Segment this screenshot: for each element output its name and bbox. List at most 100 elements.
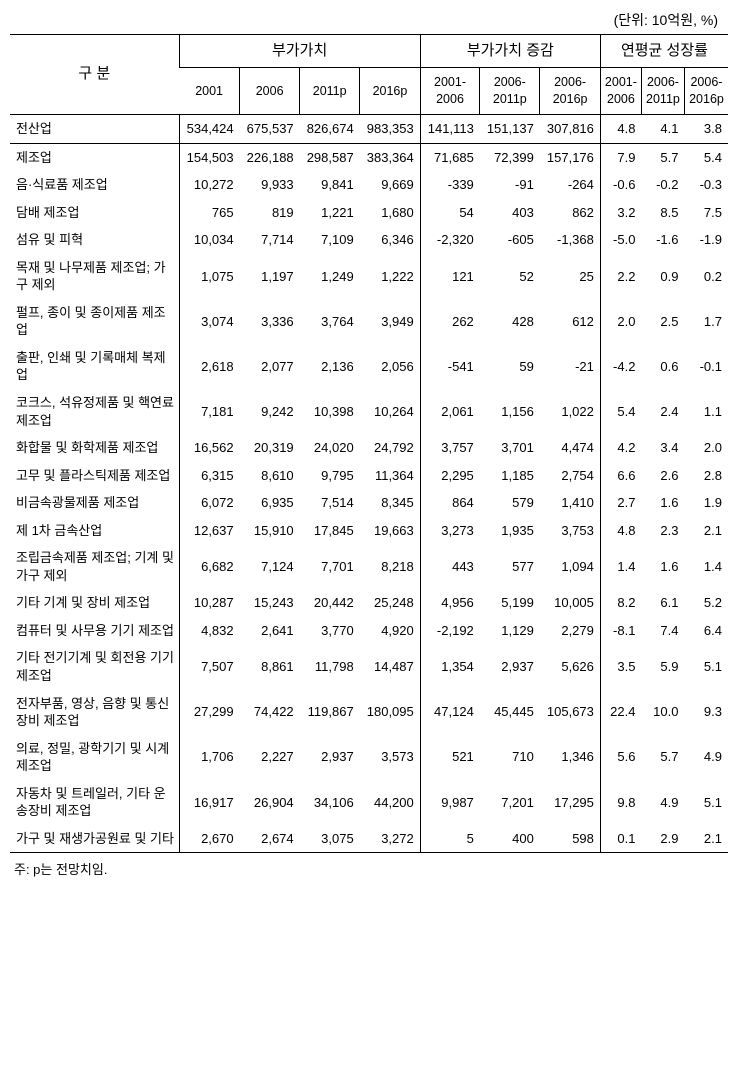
data-cell: 2,937 <box>300 735 360 780</box>
table-row: 전자부품, 영상, 음향 및 통신장비 제조업27,29974,422119,8… <box>10 690 728 735</box>
sub-header-cell: 2006-2016p <box>684 68 728 115</box>
data-cell: 3.5 <box>600 644 641 689</box>
data-cell: 7,181 <box>179 389 240 434</box>
data-cell: 1,222 <box>360 254 421 299</box>
data-cell: -605 <box>480 226 540 254</box>
table-row: 가구 및 재생가공원료 및 기타2,6702,6743,0753,2725400… <box>10 825 728 853</box>
data-cell: 5.2 <box>684 589 728 617</box>
data-cell: 72,399 <box>480 143 540 171</box>
data-cell: 3,273 <box>420 517 480 545</box>
data-cell: 5 <box>420 825 480 853</box>
table-row: 컴퓨터 및 사무용 기기 제조업4,8322,6413,7704,920-2,1… <box>10 617 728 645</box>
data-cell: 151,137 <box>480 115 540 144</box>
data-cell: 24,020 <box>300 434 360 462</box>
table-row: 목재 및 나무제품 제조업; 가구 제외1,0751,1971,2491,222… <box>10 254 728 299</box>
data-cell: 2.5 <box>641 299 684 344</box>
data-cell: 3,757 <box>420 434 480 462</box>
data-cell: 16,917 <box>179 780 240 825</box>
data-cell: 2,056 <box>360 344 421 389</box>
data-cell: 1.6 <box>641 544 684 589</box>
data-cell: 8.5 <box>641 199 684 227</box>
data-cell: 0.1 <box>600 825 641 853</box>
data-cell: 6,315 <box>179 462 240 490</box>
data-cell: 11,798 <box>300 644 360 689</box>
data-cell: 157,176 <box>540 143 601 171</box>
data-cell: 4,956 <box>420 589 480 617</box>
data-cell: 6,346 <box>360 226 421 254</box>
data-cell: 45,445 <box>480 690 540 735</box>
row-label: 고무 및 플라스틱제품 제조업 <box>10 462 179 490</box>
data-table: 구 분 부가가치 부가가치 증감 연평균 성장률 200120062011p20… <box>10 34 728 853</box>
data-cell: 3,949 <box>360 299 421 344</box>
data-cell: 1,249 <box>300 254 360 299</box>
data-cell: 3,770 <box>300 617 360 645</box>
data-cell: 5.6 <box>600 735 641 780</box>
data-cell: 22.4 <box>600 690 641 735</box>
data-cell: 1,346 <box>540 735 601 780</box>
table-row: 의료, 정밀, 광학기기 및 시계 제조업1,7062,2272,9373,57… <box>10 735 728 780</box>
data-cell: 2,061 <box>420 389 480 434</box>
data-cell: 3,074 <box>179 299 240 344</box>
data-cell: 24,792 <box>360 434 421 462</box>
data-cell: 2,227 <box>240 735 300 780</box>
data-cell: 7,514 <box>300 489 360 517</box>
table-row: 기타 전기기계 및 회전용 기기 제조업7,5078,86111,79814,4… <box>10 644 728 689</box>
data-cell: -339 <box>420 171 480 199</box>
data-cell: 819 <box>240 199 300 227</box>
row-label: 출판, 인쇄 및 기록매체 복제업 <box>10 344 179 389</box>
data-cell: 9.8 <box>600 780 641 825</box>
data-cell: -1.9 <box>684 226 728 254</box>
table-row: 자동차 및 트레일러, 기타 운송장비 제조업16,91726,90434,10… <box>10 780 728 825</box>
data-cell: 10,264 <box>360 389 421 434</box>
data-cell: -0.1 <box>684 344 728 389</box>
data-cell: 12,637 <box>179 517 240 545</box>
data-cell: 5.4 <box>684 143 728 171</box>
data-cell: 3,075 <box>300 825 360 853</box>
sub-header-cell: 2006-2016p <box>540 68 601 115</box>
data-cell: 2,618 <box>179 344 240 389</box>
data-cell: -1,368 <box>540 226 601 254</box>
sub-header-cell: 2006-2011p <box>641 68 684 115</box>
row-label: 음·식료품 제조업 <box>10 171 179 199</box>
data-cell: 5.7 <box>641 735 684 780</box>
data-cell: 1,354 <box>420 644 480 689</box>
data-cell: 5,626 <box>540 644 601 689</box>
row-label: 전산업 <box>10 115 179 144</box>
data-cell: 2.1 <box>684 517 728 545</box>
data-cell: 10,005 <box>540 589 601 617</box>
sub-header-cell: 2006 <box>240 68 300 115</box>
data-cell: 1.7 <box>684 299 728 344</box>
corner-header: 구 분 <box>10 35 179 115</box>
row-label: 가구 및 재생가공원료 및 기타 <box>10 825 179 853</box>
data-cell: 443 <box>420 544 480 589</box>
data-cell: 2,295 <box>420 462 480 490</box>
sub-header-cell: 2011p <box>300 68 360 115</box>
data-cell: 10.0 <box>641 690 684 735</box>
data-cell: 9,841 <box>300 171 360 199</box>
table-row: 기타 기계 및 장비 제조업10,28715,24320,44225,2484,… <box>10 589 728 617</box>
data-cell: 579 <box>480 489 540 517</box>
data-cell: 6.4 <box>684 617 728 645</box>
data-cell: -2,320 <box>420 226 480 254</box>
data-cell: 7.5 <box>684 199 728 227</box>
row-label: 코크스, 석유정제품 및 핵연료 제조업 <box>10 389 179 434</box>
data-cell: 6,072 <box>179 489 240 517</box>
data-cell: 826,674 <box>300 115 360 144</box>
data-cell: 27,299 <box>179 690 240 735</box>
data-cell: 2.1 <box>684 825 728 853</box>
data-cell: 862 <box>540 199 601 227</box>
data-cell: 25,248 <box>360 589 421 617</box>
row-label: 제조업 <box>10 143 179 171</box>
data-cell: 2,674 <box>240 825 300 853</box>
row-label: 기타 전기기계 및 회전용 기기 제조업 <box>10 644 179 689</box>
data-cell: 1,094 <box>540 544 601 589</box>
data-cell: 1,706 <box>179 735 240 780</box>
group-header-3: 연평균 성장률 <box>600 35 728 68</box>
data-cell: 5,199 <box>480 589 540 617</box>
data-cell: 1,935 <box>480 517 540 545</box>
table-row: 섬유 및 피혁10,0347,7147,1096,346-2,320-605-1… <box>10 226 728 254</box>
row-label: 자동차 및 트레일러, 기타 운송장비 제조업 <box>10 780 179 825</box>
data-cell: 7,124 <box>240 544 300 589</box>
data-cell: 4.9 <box>684 735 728 780</box>
data-cell: 521 <box>420 735 480 780</box>
